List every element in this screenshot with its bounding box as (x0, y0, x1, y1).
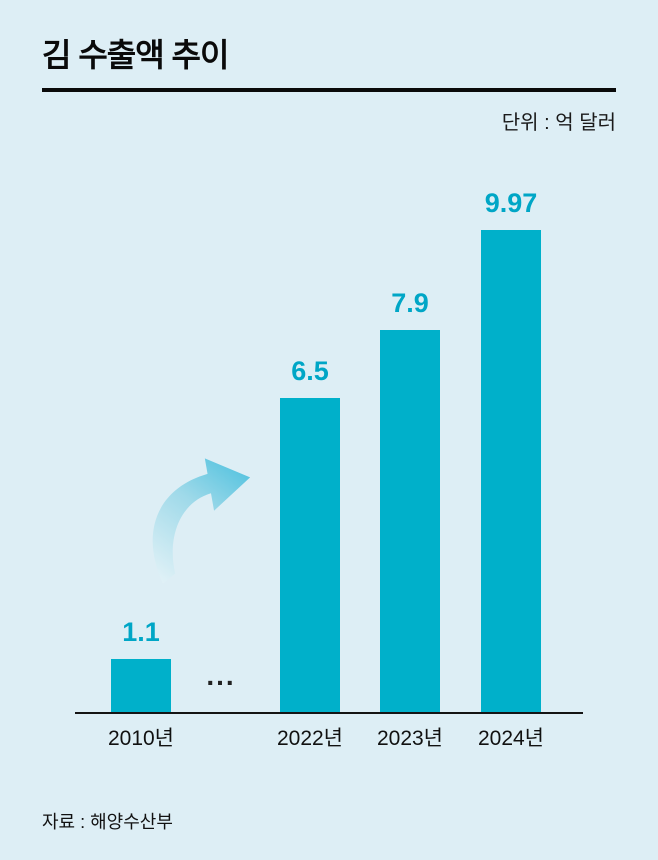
x-axis-line (75, 712, 583, 714)
x-axis-label: 2010년 (107, 727, 175, 750)
bar (280, 398, 340, 712)
bar-value-label: 1.1 (122, 617, 160, 647)
source-label: 자료 : 해양수산부 (42, 812, 173, 832)
bar (380, 330, 440, 712)
gap-ellipsis: ... (206, 660, 236, 691)
x-axis-label: 2023년 (376, 727, 444, 750)
growth-arrow-icon (152, 458, 251, 584)
page-title: 김 수출액 추이 (42, 37, 229, 73)
title-underline (42, 88, 616, 92)
bar-value-label: 6.5 (291, 356, 329, 386)
bar-value-label: 7.9 (391, 288, 429, 318)
bar-value-label: 9.97 (484, 188, 538, 218)
unit-label: 단위 : 억 달러 (501, 112, 616, 134)
bar (111, 659, 171, 712)
bar (481, 230, 541, 712)
x-axis-label: 2022년 (276, 727, 344, 750)
x-axis-label: 2024년 (477, 727, 545, 750)
